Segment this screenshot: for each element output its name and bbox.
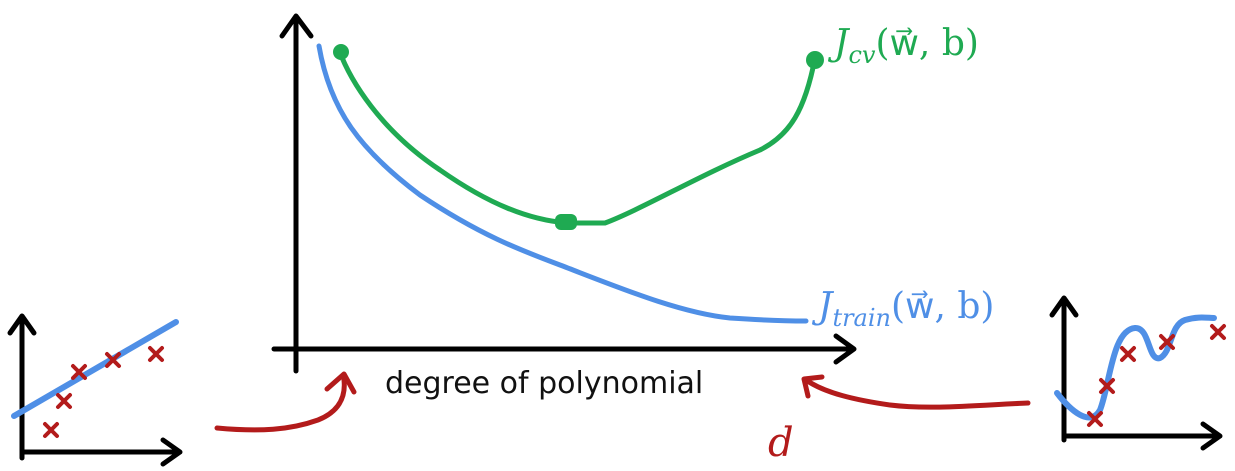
train-error-curve: [316, 43, 809, 324]
right-arrow-head: [801, 374, 825, 399]
train-label-subscript: train: [832, 304, 891, 332]
right-inset-overfit: [1049, 295, 1226, 451]
train-curve-label: Jtrain(w⃗, b): [811, 286, 994, 332]
data-point-x-mark: [105, 352, 121, 368]
left-inset-linear-fit: [7, 313, 183, 467]
x-axis-label: degree of polynomial: [385, 366, 703, 401]
cv-label-args: (w⃗, b): [875, 23, 978, 64]
right-arrow-shaft: [803, 377, 1031, 410]
left-inset-data-points: [43, 346, 164, 438]
left-red-arrow: [214, 371, 357, 433]
left-arrow-shaft: [214, 377, 347, 433]
right-red-arrow: [801, 374, 1031, 410]
right-inset-x-arrowhead: [1200, 421, 1223, 451]
data-point-x-mark: [1159, 334, 1175, 350]
train-label-args: (w⃗, b): [891, 286, 994, 327]
right-inset-data-points: [1087, 324, 1226, 427]
cv-label-subscript: cv: [848, 41, 875, 69]
parameter-d-label: d: [768, 420, 794, 466]
data-point-x-mark: [1120, 346, 1136, 362]
left-inset-y-arrowhead: [7, 313, 37, 336]
left-arrow-head: [324, 371, 357, 395]
main-x-axis-arrowhead: [833, 333, 857, 365]
data-point-x-mark: [1099, 378, 1115, 394]
data-point-x-mark: [1087, 411, 1103, 427]
main-y-axis-arrowhead: [279, 13, 314, 39]
left-inset-x-arrowhead: [160, 437, 183, 467]
right-inset-y-arrowhead: [1049, 295, 1079, 318]
data-point-x-mark: [43, 422, 59, 438]
left-inset-fit-line: [11, 319, 179, 419]
cv-curve-label: Jcv(w⃗, b): [827, 23, 979, 69]
data-point-x-mark: [56, 393, 72, 409]
cv-point-end: [806, 51, 824, 69]
right-inset-wiggly-fit: [1054, 314, 1217, 421]
main-plot-axes: [271, 13, 857, 374]
data-point-x-mark: [148, 346, 164, 362]
data-point-x-mark: [71, 364, 87, 380]
cv-point-start: [333, 44, 349, 60]
data-point-x-mark: [1210, 324, 1226, 340]
train-label-name: J: [811, 286, 835, 327]
cv-highlight-points: [333, 44, 824, 230]
cv-label-name: J: [827, 23, 851, 64]
cv-error-curve: [336, 47, 818, 226]
cv-point-min: [555, 214, 577, 230]
